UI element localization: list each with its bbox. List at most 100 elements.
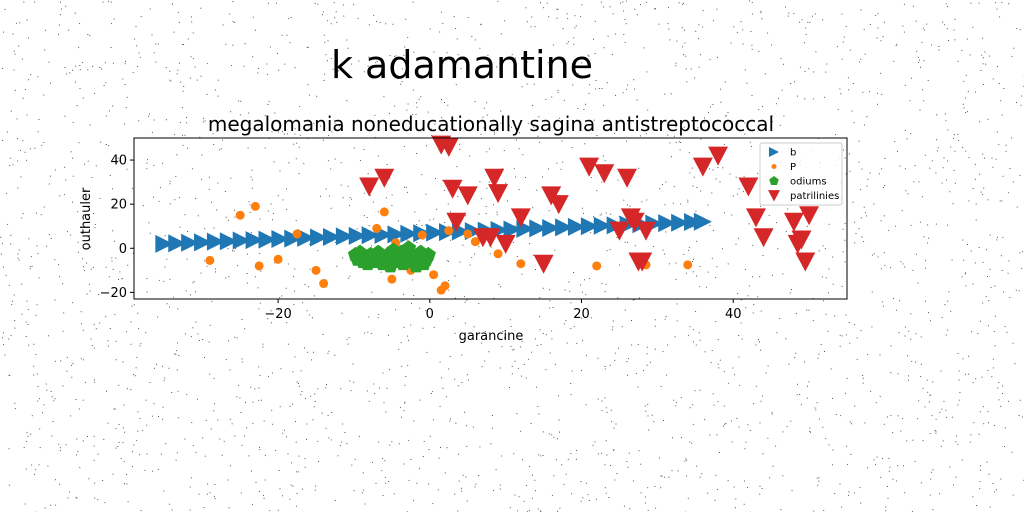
data-point [495, 234, 516, 254]
data-point [555, 218, 574, 237]
data-point [258, 230, 277, 249]
x-tick-label: 0 [426, 307, 434, 322]
x-tick-label: 40 [725, 307, 742, 322]
data-point [542, 218, 561, 237]
data-point [693, 212, 712, 231]
data-point [470, 237, 480, 247]
data-point [322, 228, 341, 247]
data-point [387, 225, 406, 244]
data-point [503, 220, 522, 239]
data-point [708, 146, 729, 166]
data-point [463, 229, 473, 239]
chart-suptitle: k adamantine [331, 43, 593, 87]
data-point [548, 195, 569, 215]
legend-label: patrilinies [790, 191, 839, 202]
data-point [271, 230, 290, 249]
data-point [683, 260, 693, 270]
data-point [783, 212, 804, 232]
data-point [480, 228, 501, 248]
data-point [533, 254, 554, 274]
data-point [205, 255, 215, 265]
data-point [594, 164, 615, 184]
data-point [361, 226, 380, 245]
data-point [510, 208, 531, 228]
data-point [493, 249, 503, 259]
axis-ticks: −20 0 20 40 −20 0 20 40 [100, 154, 742, 322]
data-point [429, 270, 439, 280]
legend-marker [769, 176, 779, 186]
data-point [168, 234, 187, 253]
data-point [194, 233, 213, 252]
data-point [684, 213, 703, 232]
x-axis-label: garancine [459, 329, 524, 344]
data-point [387, 274, 397, 284]
data-point [580, 217, 599, 236]
chart-title: megalomania noneducationally sagina anti… [208, 112, 774, 136]
data-point [444, 226, 454, 236]
data-point [671, 213, 690, 232]
data-point [426, 223, 445, 242]
data-point [319, 279, 329, 289]
data-point [335, 227, 354, 246]
data-point [593, 216, 612, 235]
data-point [658, 214, 677, 233]
data-point [484, 168, 505, 188]
data-point [181, 233, 200, 252]
data-point [420, 246, 436, 262]
legend-box [759, 142, 843, 206]
data-point [753, 228, 774, 248]
series-b [155, 212, 712, 253]
data-point [529, 219, 548, 238]
data-point [438, 137, 459, 157]
data-point [245, 231, 264, 250]
data-point [791, 230, 812, 250]
legend-label: b [790, 148, 796, 159]
data-point [310, 228, 329, 247]
data-point [446, 212, 467, 232]
plot-marks [155, 135, 820, 295]
data-point [592, 261, 602, 271]
data-point [250, 201, 260, 211]
data-point [417, 230, 427, 240]
data-point [442, 179, 463, 199]
data-point [617, 168, 638, 188]
legend-marker [771, 164, 777, 169]
data-point [232, 231, 251, 250]
data-point [738, 177, 759, 197]
data-point [254, 261, 264, 271]
data-point [635, 221, 656, 241]
data-point [745, 208, 766, 228]
series-patrilinies [359, 135, 820, 274]
data-point [219, 232, 238, 251]
legend-marker [768, 190, 780, 202]
data-point [379, 207, 389, 217]
data-point [624, 212, 645, 232]
data-point [372, 223, 382, 233]
data-point [273, 254, 283, 264]
y-tick-label: 20 [110, 198, 127, 213]
data-point [292, 229, 302, 239]
data-point [297, 228, 316, 247]
data-point [692, 157, 713, 177]
data-point [155, 234, 174, 253]
x-tick-label: −20 [264, 307, 291, 322]
y-tick-label: 40 [110, 154, 127, 169]
data-point [795, 252, 816, 272]
data-point [488, 184, 509, 204]
y-tick-label: −20 [100, 286, 127, 301]
data-point [311, 265, 321, 275]
legend-label: odiums [790, 177, 827, 188]
y-axis-label: outhauler [79, 187, 94, 250]
data-point [235, 210, 245, 220]
data-point [579, 157, 600, 177]
data-point [567, 217, 586, 236]
data-point [440, 281, 450, 291]
data-point [457, 186, 478, 206]
data-point [284, 229, 303, 248]
data-point [206, 232, 225, 251]
data-point [632, 252, 653, 272]
data-point [400, 224, 419, 243]
